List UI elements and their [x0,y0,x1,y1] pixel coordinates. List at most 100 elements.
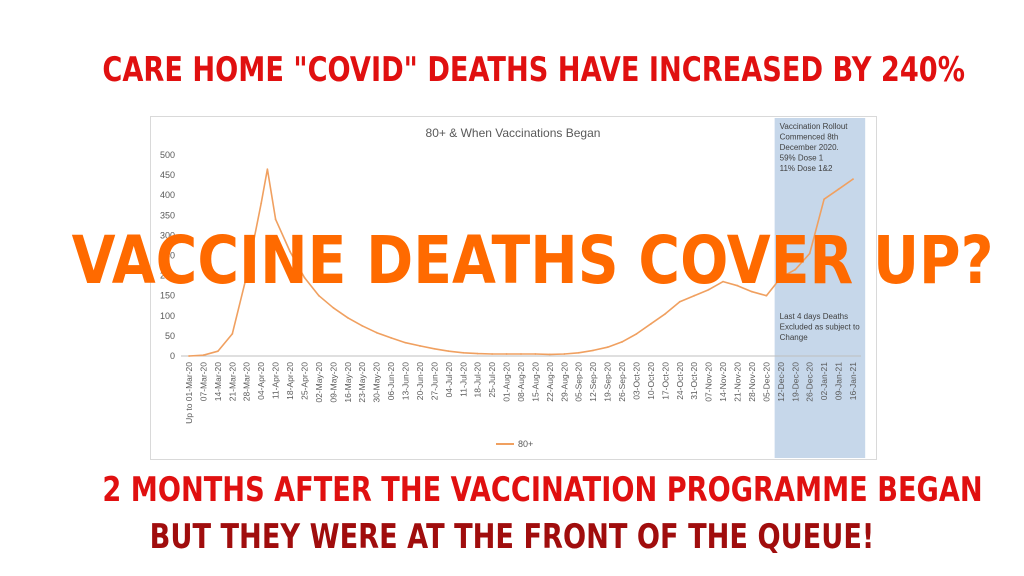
bottom-headline-line2: BUT THEY WERE AT THE FRONT OF THE QUEUE! [149,517,875,557]
data-point [289,250,291,253]
data-point [188,355,190,357]
x-tick-label: 04-Jul-20 [444,362,454,398]
x-tick-label: Up to 01-Mar-20 [184,362,194,424]
data-point [447,350,450,353]
top-headline: CARE HOME "COVID" DEATHS HAVE INCREASED … [102,50,965,90]
x-tick-label: 20-Jun-20 [415,362,425,401]
data-point [390,337,392,339]
data-point [592,349,595,352]
data-point [852,178,854,181]
x-tick-label: 27-Jun-20 [429,362,439,401]
x-tick-label: 24-Oct-20 [675,362,685,400]
annotation-text: Vaccination Rollout Commenced 8th December… [780,122,849,173]
x-tick-label: 04-Apr-20 [256,362,266,400]
data-point [332,306,335,309]
data-point [765,294,768,297]
y-tick-label: 400 [160,190,175,200]
x-tick-label: 07-Mar-20 [198,362,208,401]
y-tick-label: 350 [160,210,175,220]
chart-title: 80+ & When Vaccinations Began [426,126,601,140]
y-tick-label: 200 [160,271,175,281]
data-point [722,280,724,283]
y-tick-label: 450 [160,170,175,180]
data-point [751,290,753,293]
x-tick-label: 02-May-20 [314,362,324,403]
y-tick-label: 100 [160,311,175,321]
data-point [491,353,494,355]
x-tick-label: 09-May-20 [328,362,338,403]
x-tick-label: 09-Jan-21 [834,362,844,401]
data-point [693,294,696,297]
data-point [707,288,710,291]
data-point [635,332,638,335]
x-tick-label: 18-Jul-20 [473,362,483,398]
vaccination-shaded-region [774,118,866,458]
x-tick-label: 23-May-20 [357,362,367,403]
data-point [534,353,537,355]
data-point [520,353,522,355]
x-tick-label: 12-Dec-20 [776,362,786,402]
data-point [678,300,681,303]
data-point [621,341,623,343]
data-point [231,332,234,335]
x-tick-label: 02-Jan-21 [819,362,829,401]
data-point [837,188,840,191]
x-tick-label: 15-Aug-20 [530,362,540,402]
y-tick-label: 50 [165,331,175,341]
y-tick-label: 0 [170,351,175,361]
x-tick-label: 25-Apr-20 [299,362,309,400]
x-tick-label: 16-May-20 [343,362,353,403]
x-tick-label: 07-Nov-20 [704,362,714,402]
data-point [303,276,306,279]
x-tick-label: 21-Nov-20 [733,362,743,402]
x-tick-label: 28-Mar-20 [242,362,252,401]
series-line-80plus [188,168,854,357]
x-tick-label: 29-Aug-20 [559,362,569,402]
y-tick-label: 300 [160,230,175,240]
overlay-headline: VACCINE DEATHS COVER UP? [71,222,994,299]
data-point [736,284,739,287]
x-tick-label: 11-Jul-20 [458,362,468,397]
x-tick-label: 19-Sep-20 [603,362,613,402]
x-tick-label: 12-Sep-20 [588,362,598,402]
data-point [606,346,609,349]
data-point [476,352,479,355]
data-point [245,274,248,277]
x-tick-label: 28-Nov-20 [747,362,757,402]
y-tick-label: 500 [160,150,175,160]
x-tick-label: 01-Aug-20 [502,362,512,402]
data-point [346,316,349,319]
legend-label: 80+ [518,439,533,449]
x-tick-label: 11-Apr-20 [271,362,281,399]
annotation-text: Last 4 days Deaths Excluded as subject to… [780,312,861,342]
x-tick-label: 16-Jan-21 [848,362,858,401]
x-tick-label: 14-Mar-20 [213,362,223,401]
x-tick-label: 26-Dec-20 [805,362,815,402]
x-tick-label: 18-Apr-20 [285,362,295,400]
data-point [202,354,205,357]
data-point [808,252,811,255]
data-point [419,345,421,347]
data-point [577,351,580,354]
data-point [462,351,465,354]
data-point [563,353,566,355]
y-tick-label: 150 [160,291,175,301]
y-tick-label: 250 [160,251,175,261]
data-point [433,347,436,350]
data-point [361,324,364,327]
data-point [548,353,551,356]
data-point [404,341,407,344]
x-tick-label: 08-Aug-20 [516,362,526,402]
bottom-headline-line1: 2 MONTHS AFTER THE VACCINATION PROGRAMME… [102,470,983,510]
x-tick-label: 21-Mar-20 [227,362,237,401]
chart-frame: 80+ & When Vaccinations Began 0 50 100 150 2… [150,116,877,460]
x-tick-label: 10-Oct-20 [646,362,656,400]
x-tick-label: 25-Jul-20 [487,362,497,398]
data-point [794,268,797,271]
x-tick-label: 06-Jun-20 [386,362,396,401]
x-tick-label: 31-Oct-20 [689,362,699,400]
x-tick-label: 03-Oct-20 [631,362,641,400]
data-point [779,276,782,279]
data-point [375,331,378,334]
data-point [260,202,263,205]
